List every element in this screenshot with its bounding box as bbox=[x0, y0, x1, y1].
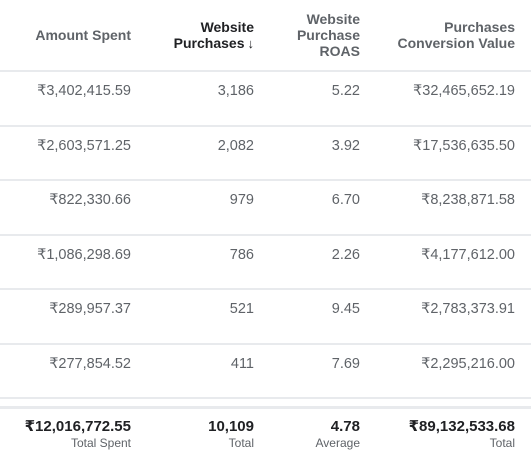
table-row[interactable]: ₹1,086,298.69 786 2.26 ₹4,177,612.00 bbox=[0, 236, 531, 290]
conversion-value-cell: ₹2,783,373.91 bbox=[421, 301, 515, 317]
column-header-label: Amount Spent bbox=[35, 27, 131, 43]
website-purchases-cell: 786 bbox=[229, 246, 254, 263]
roas-cell: 2.26 bbox=[331, 246, 360, 263]
total-label: Average bbox=[315, 436, 360, 450]
website-purchases-cell: 411 bbox=[230, 355, 254, 372]
column-header-website-purchases[interactable]: Website Purchases ↓ bbox=[144, 19, 264, 52]
conversion-value-cell: ₹32,465,652.19 bbox=[413, 83, 515, 99]
sort-descending-icon: ↓ bbox=[247, 35, 255, 51]
average-roas-cell: 4.78 Average bbox=[264, 419, 372, 451]
table-row[interactable]: ₹2,603,571.25 2,082 3.92 ₹17,536,635.50 bbox=[0, 127, 531, 181]
column-header-label: Purchases bbox=[444, 19, 515, 35]
amount-spent-cell: ₹3,402,415.59 bbox=[37, 83, 131, 99]
total-website-purchases-cell: 10,109 Total bbox=[144, 419, 264, 451]
results-table: Amount Spent Website Purchases ↓ Website … bbox=[0, 0, 531, 451]
column-header-label: Purchases bbox=[173, 34, 245, 51]
conversion-value-cell: ₹8,238,871.58 bbox=[421, 192, 515, 208]
website-purchases-cell: 3,186 bbox=[217, 83, 254, 99]
roas-cell: 3.92 bbox=[331, 137, 360, 154]
amount-spent-cell: ₹2,603,571.25 bbox=[37, 137, 131, 154]
column-header-label: Purchase bbox=[296, 27, 360, 43]
website-purchases-cell: 521 bbox=[229, 301, 254, 317]
total-conversion-value-cell: ₹89,132,533.68 Total bbox=[372, 419, 531, 451]
amount-spent-cell: ₹822,330.66 bbox=[49, 192, 131, 208]
column-header-label: Website bbox=[306, 11, 360, 27]
table-header: Amount Spent Website Purchases ↓ Website … bbox=[0, 0, 531, 72]
column-header-website-purchase-roas[interactable]: Website Purchase ROAS bbox=[264, 11, 372, 59]
roas-cell: 7.69 bbox=[331, 355, 360, 372]
column-header-purchases-conversion-value[interactable]: Purchases Conversion Value bbox=[372, 19, 531, 51]
roas-cell: 6.70 bbox=[331, 192, 360, 208]
total-label: Total Spent bbox=[70, 436, 131, 450]
column-header-label: Conversion Value bbox=[397, 35, 515, 51]
total-value: ₹89,132,533.68 bbox=[408, 418, 515, 435]
amount-spent-cell: ₹1,086,298.69 bbox=[37, 246, 131, 263]
total-value: 4.78 bbox=[330, 418, 360, 435]
total-label: Total bbox=[228, 436, 254, 450]
amount-spent-cell: ₹289,957.37 bbox=[49, 301, 131, 317]
column-header-label: ROAS bbox=[319, 43, 360, 59]
total-amount-spent-cell: ₹12,016,772.55 Total Spent bbox=[0, 419, 144, 451]
amount-spent-cell: ₹277,854.52 bbox=[49, 355, 131, 372]
table-row[interactable]: ₹277,854.52 411 7.69 ₹2,295,216.00 bbox=[0, 345, 531, 399]
conversion-value-cell: ₹4,177,612.00 bbox=[421, 246, 515, 263]
website-purchases-cell: 2,082 bbox=[217, 137, 254, 154]
website-purchases-cell: 979 bbox=[229, 192, 254, 208]
table-row[interactable]: ₹289,957.37 521 9.45 ₹2,783,373.91 bbox=[0, 290, 531, 345]
total-value: ₹12,016,772.55 bbox=[24, 418, 131, 435]
roas-cell: 9.45 bbox=[331, 301, 360, 317]
roas-cell: 5.22 bbox=[331, 83, 360, 99]
column-header-label: Website bbox=[200, 18, 254, 35]
table-row[interactable]: ₹822,330.66 979 6.70 ₹8,238,871.58 bbox=[0, 181, 531, 236]
totals-divider bbox=[0, 399, 531, 409]
total-label: Total bbox=[489, 436, 515, 450]
column-header-amount-spent[interactable]: Amount Spent bbox=[0, 27, 144, 43]
conversion-value-cell: ₹2,295,216.00 bbox=[421, 355, 515, 372]
table-row[interactable]: ₹3,402,415.59 3,186 5.22 ₹32,465,652.19 bbox=[0, 72, 531, 127]
totals-row: ₹12,016,772.55 Total Spent 10,109 Total … bbox=[0, 409, 531, 451]
conversion-value-cell: ₹17,536,635.50 bbox=[413, 137, 515, 154]
total-value: 10,109 bbox=[208, 418, 254, 435]
